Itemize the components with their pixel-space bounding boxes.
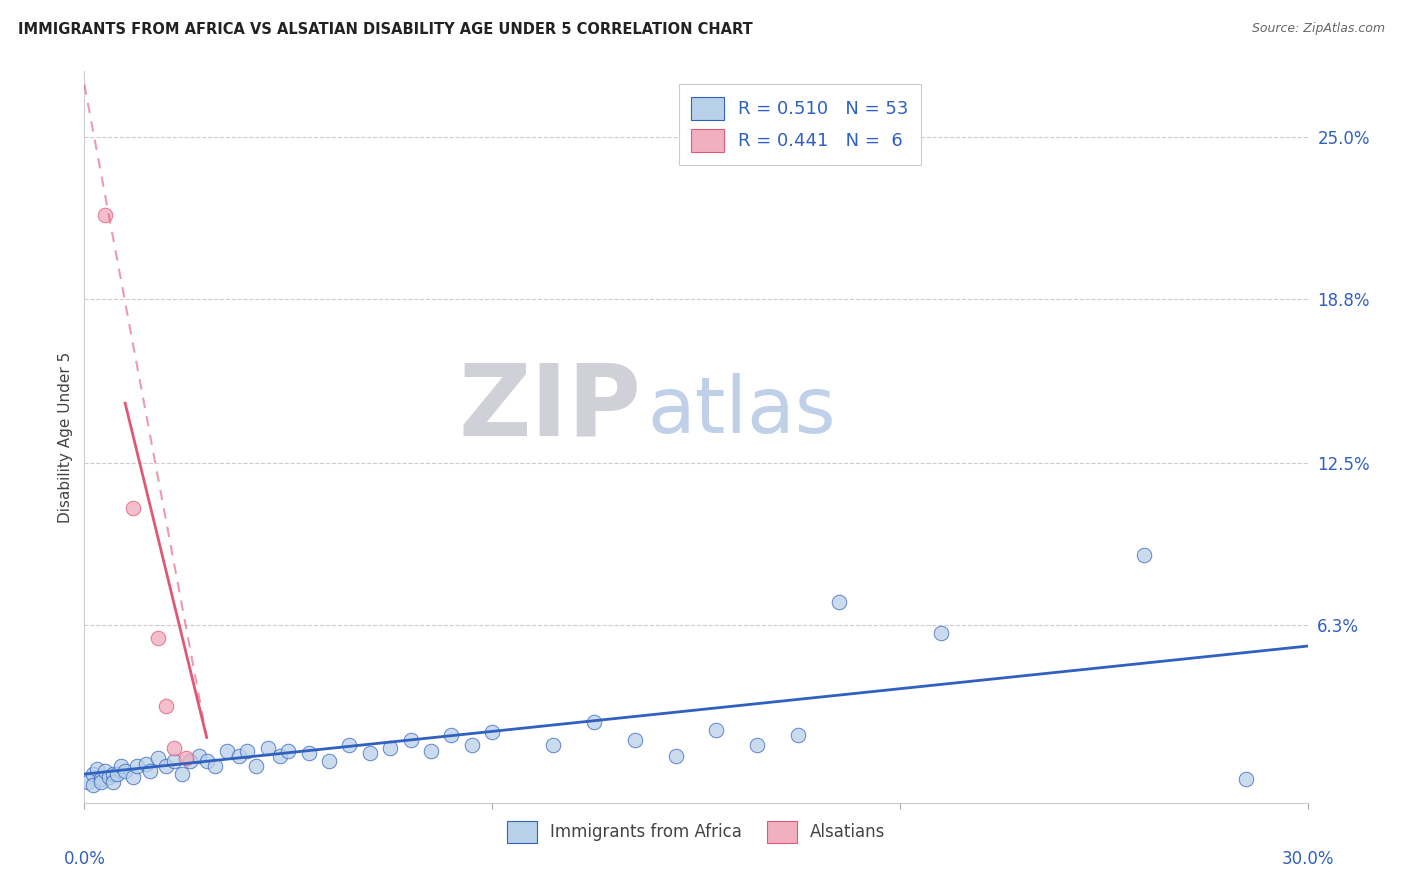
Point — [101, 767, 124, 781]
Point — [1133, 548, 1156, 562]
Point — [624, 733, 647, 747]
Point — [101, 775, 124, 789]
Point — [747, 739, 769, 753]
Point — [787, 728, 810, 742]
Point — [146, 632, 169, 646]
Point — [97, 770, 120, 784]
Point — [380, 740, 402, 755]
Point — [583, 714, 606, 729]
Point — [204, 759, 226, 773]
Point — [228, 748, 250, 763]
Point — [82, 767, 104, 781]
Point — [86, 762, 108, 776]
Text: ZIP: ZIP — [458, 359, 641, 457]
Point — [146, 751, 169, 765]
Point — [236, 743, 259, 757]
Point — [929, 626, 952, 640]
Point — [318, 754, 340, 768]
Point — [399, 733, 422, 747]
Point — [269, 748, 291, 763]
Point — [114, 764, 136, 779]
Point — [138, 764, 160, 779]
Text: Source: ZipAtlas.com: Source: ZipAtlas.com — [1251, 22, 1385, 36]
Point — [339, 739, 361, 753]
Point — [440, 728, 463, 742]
Point — [665, 748, 688, 763]
Point — [420, 743, 443, 757]
Point — [163, 740, 186, 755]
Point — [77, 775, 100, 789]
Text: 30.0%: 30.0% — [1281, 850, 1334, 868]
Point — [195, 754, 218, 768]
Point — [122, 500, 145, 515]
Point — [174, 751, 197, 765]
Point — [155, 699, 177, 714]
Point — [187, 748, 209, 763]
Point — [105, 767, 128, 781]
Point — [122, 770, 145, 784]
Point — [110, 759, 132, 773]
Point — [155, 759, 177, 773]
Text: atlas: atlas — [647, 374, 835, 450]
Point — [481, 725, 503, 739]
Point — [1236, 772, 1258, 787]
Point — [245, 759, 267, 773]
Point — [706, 723, 728, 737]
Point — [127, 759, 149, 773]
Point — [135, 756, 157, 771]
Text: IMMIGRANTS FROM AFRICA VS ALSATIAN DISABILITY AGE UNDER 5 CORRELATION CHART: IMMIGRANTS FROM AFRICA VS ALSATIAN DISAB… — [18, 22, 754, 37]
Point — [93, 764, 115, 779]
Y-axis label: Disability Age Under 5: Disability Age Under 5 — [58, 351, 73, 523]
Point — [277, 743, 299, 757]
Point — [461, 739, 484, 753]
Text: 0.0%: 0.0% — [63, 850, 105, 868]
Point — [298, 746, 321, 760]
Point — [217, 743, 239, 757]
Point — [257, 740, 280, 755]
Point — [90, 772, 112, 787]
Legend: Immigrants from Africa, Alsatians: Immigrants from Africa, Alsatians — [501, 814, 891, 849]
Point — [179, 754, 201, 768]
Point — [543, 739, 565, 753]
Point — [82, 778, 104, 792]
Point — [828, 594, 851, 608]
Point — [90, 775, 112, 789]
Point — [93, 208, 115, 222]
Point — [359, 746, 381, 760]
Point — [163, 754, 186, 768]
Point — [172, 767, 194, 781]
